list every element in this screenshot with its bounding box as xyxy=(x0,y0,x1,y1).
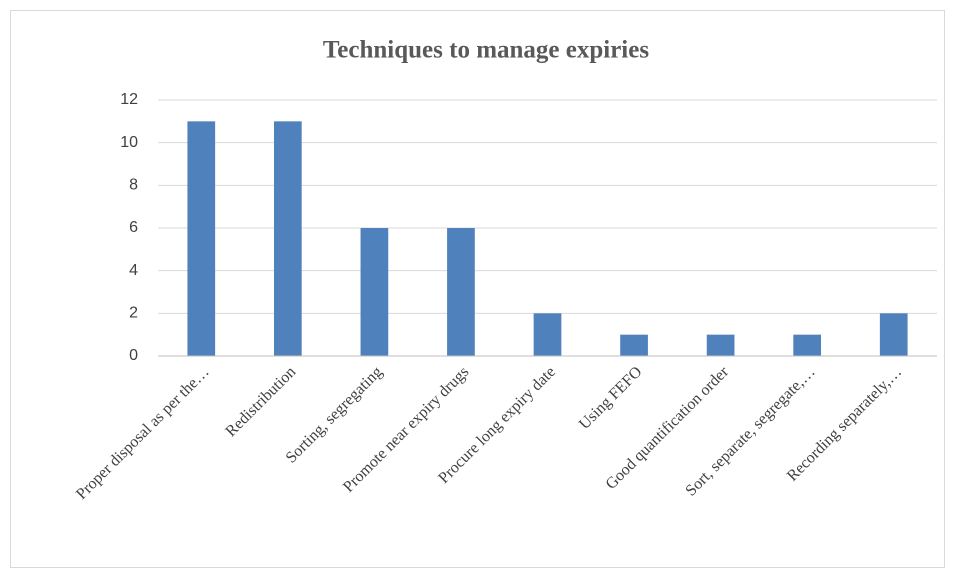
bar xyxy=(273,121,302,356)
bar xyxy=(793,334,822,356)
y-tick-label: 6 xyxy=(129,219,138,236)
bar xyxy=(447,228,475,356)
bar xyxy=(533,313,562,356)
y-tick-label: 8 xyxy=(129,177,138,194)
bar xyxy=(187,121,216,356)
bar xyxy=(360,228,389,356)
chart-title: Techniques to manage expiries xyxy=(323,37,649,64)
y-tick-label: 0 xyxy=(129,347,138,364)
chart-frame xyxy=(10,10,945,568)
bar xyxy=(879,313,908,356)
y-tick-label: 2 xyxy=(129,305,138,322)
y-tick-label: 4 xyxy=(129,262,138,279)
y-tick-label: 12 xyxy=(120,91,138,108)
y-tick-label: 10 xyxy=(120,134,138,151)
bar xyxy=(620,334,648,356)
bar xyxy=(706,334,735,356)
